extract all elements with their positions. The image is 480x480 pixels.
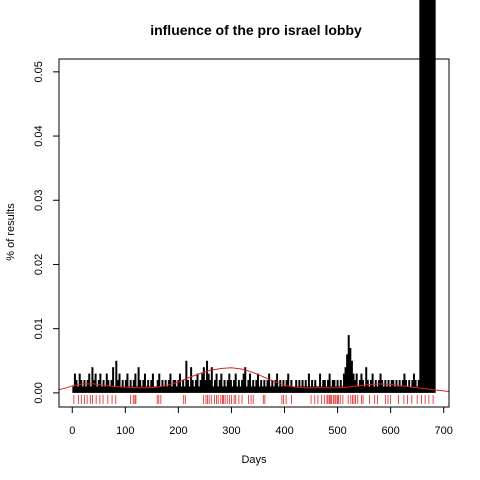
axes: 0 100 200 300 400 500 600 700 0.00 0.01 0.02 0.03 0.…	[33, 61, 453, 437]
x-tick-label: 300	[222, 425, 240, 437]
x-axis-label: Days	[241, 454, 267, 466]
y-tick-label: 0.03	[33, 190, 45, 211]
x-tick-label: 0	[69, 425, 75, 437]
chart-title: influence of the pro israel lobby	[150, 22, 362, 38]
trend-line	[58, 367, 450, 393]
x-tick-label: 700	[435, 425, 453, 437]
x-tick-label: 400	[275, 425, 293, 437]
plot-area	[58, 0, 450, 404]
y-tick-label: 0.04	[33, 125, 45, 146]
x-tick-label: 600	[381, 425, 399, 437]
y-tick-label: 0.02	[33, 254, 45, 275]
y-axis-label: % of results	[5, 203, 17, 261]
y-tick-label: 0.05	[33, 61, 45, 82]
y-tick-label: 0.01	[33, 318, 45, 339]
x-tick-label: 200	[169, 425, 187, 437]
x-tick-label: 500	[328, 425, 346, 437]
x-tick-label: 100	[116, 425, 134, 437]
y-tick-label: 0.00	[33, 382, 45, 403]
